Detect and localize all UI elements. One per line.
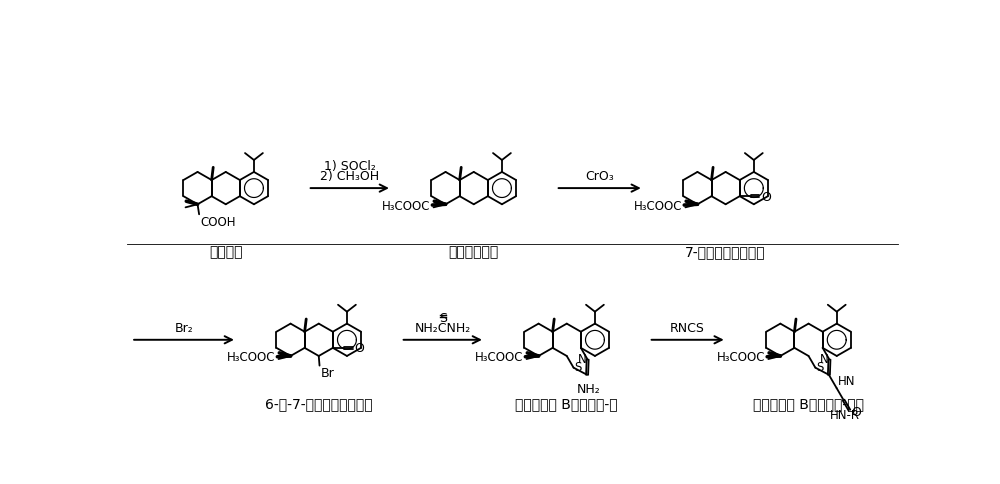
Text: CrO₃: CrO₃: [585, 170, 614, 183]
Text: H₃COOC: H₃COOC: [227, 350, 276, 363]
Text: S: S: [816, 361, 824, 374]
Text: N: N: [578, 352, 587, 365]
Text: HN-R: HN-R: [829, 408, 859, 421]
Text: 7-羰基去氢柞酸甲酯: 7-羰基去氢柞酸甲酯: [685, 245, 766, 259]
Text: H₃COOC: H₃COOC: [634, 199, 683, 212]
Text: H₃COOC: H₃COOC: [382, 199, 431, 212]
Text: HN: HN: [837, 375, 855, 388]
Text: 6-渴-7-羰基去氢柞酸甲酯: 6-渴-7-羰基去氢柞酸甲酯: [265, 396, 373, 410]
Text: 去氢柞酸甲酯: 去氢柞酸甲酯: [449, 245, 499, 259]
Text: 去氢柞酸: 去氢柞酸: [209, 245, 242, 259]
Text: 去氢柞酸基 B环并噌唠-胺: 去氢柞酸基 B环并噌唠-胺: [515, 396, 618, 410]
Text: Br₂: Br₂: [175, 321, 193, 334]
Text: O: O: [355, 342, 364, 355]
Text: 1) SOCl₂: 1) SOCl₂: [324, 160, 376, 173]
Text: S: S: [439, 311, 447, 324]
Text: RNCS: RNCS: [670, 321, 705, 334]
Text: NH₂: NH₂: [577, 383, 601, 396]
Text: H₃COOC: H₃COOC: [475, 350, 524, 363]
Text: COOH: COOH: [200, 215, 235, 228]
Text: 2) CH₃OH: 2) CH₃OH: [320, 170, 379, 183]
Text: 去氢柞酸基 B环并噌唠-硫脲: 去氢柞酸基 B环并噌唠-硫脲: [753, 396, 864, 410]
Text: S: S: [574, 361, 582, 374]
Text: O: O: [851, 405, 861, 418]
Text: N: N: [820, 352, 829, 365]
Text: O: O: [761, 190, 771, 203]
Text: NH₂CNH₂: NH₂CNH₂: [415, 321, 471, 334]
Text: H₃COOC: H₃COOC: [717, 350, 766, 363]
Text: Br: Br: [320, 366, 334, 379]
